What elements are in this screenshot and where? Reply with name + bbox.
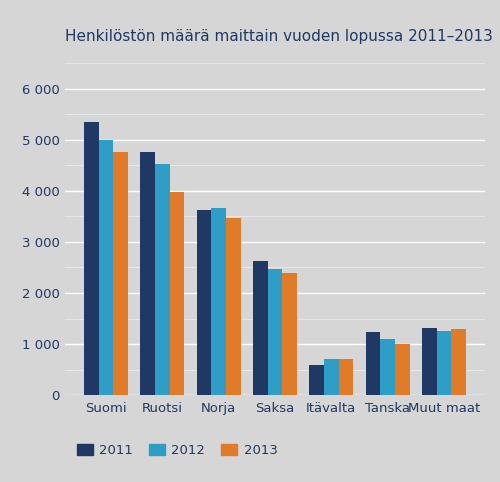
Bar [140,152,155,395]
Bar [452,329,466,395]
Bar [436,331,452,395]
Bar [114,152,128,395]
Bar [226,218,240,395]
Bar [268,269,282,395]
Bar [380,339,395,395]
Bar [338,360,353,395]
Bar [84,122,98,395]
Text: Henkilöstön määrä maittain vuoden lopussa 2011–2013: Henkilöstön määrä maittain vuoden lopuss… [65,29,493,44]
Bar [282,272,297,395]
Bar [253,261,268,395]
Bar [310,364,324,395]
Bar [366,332,380,395]
Bar [98,140,114,395]
Bar [324,360,338,395]
Bar [395,344,409,395]
Bar [170,192,184,395]
Legend: 2011, 2012, 2013: 2011, 2012, 2013 [72,439,282,463]
Bar [196,210,212,395]
Bar [422,328,436,395]
Bar [212,208,226,395]
Bar [155,164,170,395]
